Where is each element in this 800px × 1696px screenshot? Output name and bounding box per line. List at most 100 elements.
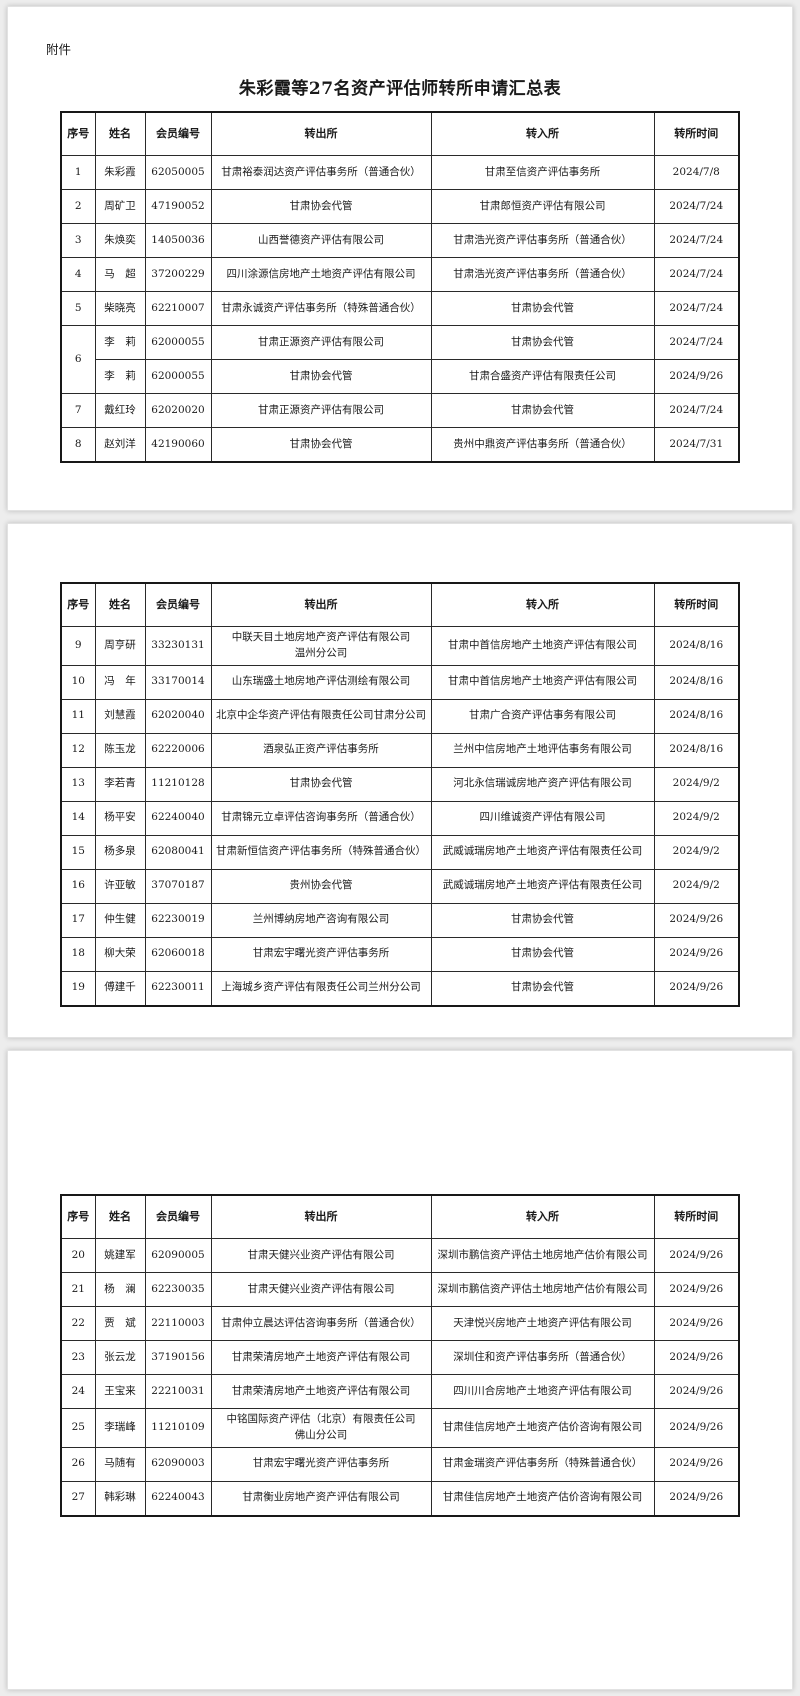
cell-to-firm: 甘肃中首信房地产土地资产评估有限公司 — [430, 664, 655, 700]
cell-serial-no: 5 — [60, 291, 96, 326]
cell-transfer-date: 2024/9/2 — [653, 800, 740, 836]
cell-from-firm: 山西誉德资产评估有限公司 — [210, 223, 432, 258]
cell-name: 傅建千 — [94, 970, 146, 1006]
cell-name: 李 莉 — [94, 325, 146, 360]
header-row: 序号 姓名 会员编号 转出所 转入所 转所时间 — [60, 111, 740, 156]
header-row: 序号 姓名 会员编号 转出所 转入所 转所时间 — [60, 1194, 740, 1239]
cell-name: 韩彩琳 — [94, 1480, 146, 1516]
table-row: 13 李若青 11210128 甘肃协会代管 河北永信瑞诚房地产资产评估有限公司 2024… — [60, 766, 740, 802]
cell-from-firm: 甘肃裕泰润达资产评估事务所（普通合伙） — [210, 155, 432, 190]
cell-to-firm: 深圳市鹏信资产评估土地房地产估价有限公司 — [430, 1238, 655, 1273]
cell-to-firm: 天津悦兴房地产土地资产评估有限公司 — [430, 1306, 655, 1341]
cell-name: 杨多泉 — [94, 834, 146, 870]
cell-from-firm: 甘肃宏宇曙光资产评估事务所 — [210, 1446, 432, 1482]
table-row: 15 杨多泉 62080041 甘肃新恒信资产评估事务所（特殊普通合伙） 武威诚瑞房地产… — [60, 834, 740, 870]
cell-name: 柴晓亮 — [94, 291, 146, 326]
cell-serial-no: 1 — [60, 155, 96, 190]
column-header: 转入所 — [430, 1194, 655, 1239]
cell-to-firm: 兰州中信房地产土地评估事务有限公司 — [430, 732, 655, 768]
cell-member-id: 14050036 — [144, 223, 212, 258]
column-header: 转入所 — [430, 582, 655, 627]
transfer-table-2: 序号 姓名 会员编号 转出所 转入所 转所时间 9 周亨研 33230131 中联天目土地房地产… — [60, 582, 740, 1007]
cell-to-firm: 甘肃协会代管 — [430, 970, 655, 1006]
table-row: 12 陈玉龙 62220006 酒泉弘正资产评估事务所 兰州中信房地产土地评估事务有限公… — [60, 732, 740, 768]
page-title: 朱彩霞等27名资产评估师转所申请汇总表 — [238, 79, 562, 99]
cell-member-id: 37070187 — [144, 868, 212, 904]
cell-to-firm: 贵州中鼎资产评估事务所（普通合伙） — [430, 427, 655, 463]
cell-member-id: 62240040 — [144, 800, 212, 836]
cell-serial-no: 6 — [60, 325, 96, 394]
attachment-label: 附件 — [46, 42, 72, 57]
cell-serial-no: 21 — [60, 1272, 96, 1307]
cell-transfer-date: 2024/7/24 — [653, 223, 740, 258]
column-header: 序号 — [60, 111, 96, 156]
cell-name: 马 超 — [94, 257, 146, 292]
cell-from-firm: 甘肃协会代管 — [210, 766, 432, 802]
cell-from-firm: 甘肃永诚资产评估事务所（特殊普通合伙） — [210, 291, 432, 326]
table-header: 序号 姓名 会员编号 转出所 转入所 转所时间 — [60, 582, 740, 627]
cell-name: 马随有 — [94, 1446, 146, 1482]
table-row: 17 仲生健 62230019 兰州博纳房地产咨询有限公司 甘肃协会代管 2024/9/2… — [60, 902, 740, 938]
cell-serial-no: 9 — [60, 626, 96, 666]
cell-serial-no: 10 — [60, 664, 96, 700]
column-header: 转入所 — [430, 111, 655, 156]
cell-serial-no: 11 — [60, 698, 96, 734]
column-header: 转所时间 — [653, 111, 740, 156]
cell-member-id: 62230019 — [144, 902, 212, 938]
cell-member-id: 62240043 — [144, 1480, 212, 1516]
cell-member-id: 62080041 — [144, 834, 212, 870]
table-row: 25 李瑞峰 11210109 中铭国际资产评估（北京）有限责任公司 佛山分公司 甘肃佳… — [60, 1408, 740, 1448]
cell-to-firm: 武威诚瑞房地产土地资产评估有限责任公司 — [430, 834, 655, 870]
cell-transfer-date: 2024/7/24 — [653, 393, 740, 428]
cell-to-firm: 甘肃佳信房地产土地资产估价咨询有限公司 — [430, 1480, 655, 1516]
cell-member-id: 62050005 — [144, 155, 212, 190]
table-row: 23 张云龙 37190156 甘肃荣清房地产土地资产评估有限公司 深圳住和资产评估事务… — [60, 1340, 740, 1375]
cell-member-id: 62210007 — [144, 291, 212, 326]
cell-transfer-date: 2024/9/26 — [653, 1480, 740, 1516]
cell-serial-no: 7 — [60, 393, 96, 428]
cell-transfer-date: 2024/9/26 — [653, 1340, 740, 1375]
cell-to-firm: 四川川合房地产土地资产评估有限公司 — [430, 1374, 655, 1409]
cell-transfer-date: 2024/9/26 — [653, 970, 740, 1006]
cell-serial-no: 18 — [60, 936, 96, 972]
table-row: 19 傅建千 62230011 上海城乡资产评估有限责任公司兰州分公司 甘肃协会代管 20… — [60, 970, 740, 1006]
cell-name: 李若青 — [94, 766, 146, 802]
header-row: 序号 姓名 会员编号 转出所 转入所 转所时间 — [60, 582, 740, 627]
cell-serial-no: 4 — [60, 257, 96, 292]
table-row: 21 杨 澜 62230035 甘肃天健兴业资产评估有限公司 深圳市鹏信资产评估土地房地… — [60, 1272, 740, 1307]
table-row: 18 柳大荣 62060018 甘肃宏宇曙光资产评估事务所 甘肃协会代管 2024/9/2… — [60, 936, 740, 972]
cell-transfer-date: 2024/9/2 — [653, 834, 740, 870]
column-header: 转所时间 — [653, 1194, 740, 1239]
cell-to-firm: 甘肃合盛资产评估有限责任公司 — [430, 359, 655, 394]
cell-transfer-date: 2024/7/24 — [653, 291, 740, 326]
table-row: 10 冯 年 33170014 山东瑞盛土地房地产评估测绘有限公司 甘肃中首信房地产土地… — [60, 664, 740, 700]
cell-member-id: 37200229 — [144, 257, 212, 292]
cell-name: 姚建军 — [94, 1238, 146, 1273]
cell-transfer-date: 2024/9/26 — [653, 1446, 740, 1482]
cell-from-firm: 甘肃协会代管 — [210, 359, 432, 394]
cell-member-id: 62090005 — [144, 1238, 212, 1273]
cell-serial-no: 14 — [60, 800, 96, 836]
cell-to-firm: 甘肃浩光资产评估事务所（普通合伙） — [430, 223, 655, 258]
column-header: 转出所 — [210, 111, 432, 156]
table-row: 16 许亚敏 37070187 贵州协会代管 武威诚瑞房地产土地资产评估有限责任公司 20… — [60, 868, 740, 904]
cell-transfer-date: 2024/7/24 — [653, 189, 740, 224]
cell-name: 周亨研 — [94, 626, 146, 666]
cell-from-firm: 中铭国际资产评估（北京）有限责任公司 佛山分公司 — [210, 1408, 432, 1448]
cell-transfer-date: 2024/9/26 — [653, 902, 740, 938]
cell-from-firm: 兰州博纳房地产咨询有限公司 — [210, 902, 432, 938]
cell-to-firm: 甘肃中首信房地产土地资产评估有限公司 — [430, 626, 655, 666]
cell-name: 周矿卫 — [94, 189, 146, 224]
cell-from-firm: 甘肃宏宇曙光资产评估事务所 — [210, 936, 432, 972]
cell-transfer-date: 2024/7/24 — [653, 325, 740, 360]
cell-member-id: 62000055 — [144, 325, 212, 360]
cell-transfer-date: 2024/8/16 — [653, 698, 740, 734]
cell-serial-no: 12 — [60, 732, 96, 768]
cell-from-firm: 上海城乡资产评估有限责任公司兰州分公司 — [210, 970, 432, 1006]
table-body: 1 朱彩霞 62050005 甘肃裕泰润达资产评估事务所（普通合伙） 甘肃至信资产评估事… — [60, 155, 740, 463]
cell-from-firm: 甘肃荣清房地产土地资产评估有限公司 — [210, 1374, 432, 1409]
column-header: 姓名 — [94, 1194, 146, 1239]
cell-serial-no: 20 — [60, 1238, 96, 1273]
cell-name: 朱彩霞 — [94, 155, 146, 190]
